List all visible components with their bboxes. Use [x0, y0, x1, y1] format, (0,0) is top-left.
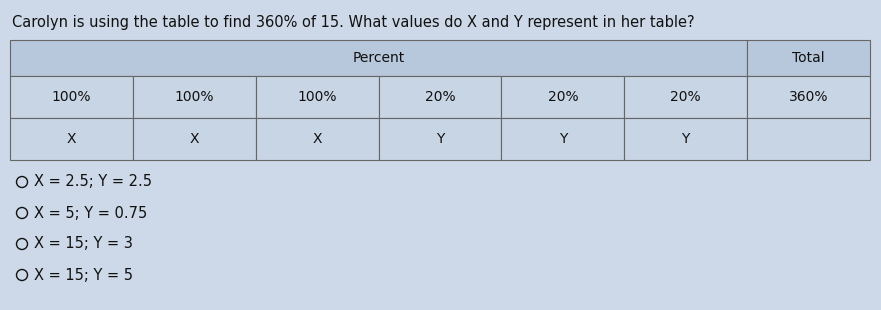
- Bar: [747, 118, 870, 160]
- Bar: [747, 76, 870, 118]
- Bar: [747, 40, 870, 76]
- Text: Percent: Percent: [352, 51, 404, 65]
- Text: 100%: 100%: [298, 90, 337, 104]
- Bar: [10, 76, 133, 118]
- Text: 20%: 20%: [548, 90, 578, 104]
- Text: 20%: 20%: [670, 90, 701, 104]
- Bar: [10, 118, 133, 160]
- Text: X = 2.5; Y = 2.5: X = 2.5; Y = 2.5: [33, 175, 152, 189]
- Text: Y: Y: [436, 132, 444, 146]
- Bar: [255, 118, 379, 160]
- Bar: [255, 76, 379, 118]
- Text: X: X: [189, 132, 199, 146]
- Bar: [625, 76, 747, 118]
- Text: X = 15; Y = 3: X = 15; Y = 3: [33, 237, 132, 251]
- Text: 100%: 100%: [174, 90, 214, 104]
- Text: X: X: [67, 132, 76, 146]
- Text: 100%: 100%: [52, 90, 91, 104]
- Text: 20%: 20%: [425, 90, 455, 104]
- Text: Carolyn is using the table to find 360% of 15. What values do X and Y represent : Carolyn is using the table to find 360% …: [12, 15, 694, 30]
- Bar: [133, 76, 255, 118]
- Bar: [133, 118, 255, 160]
- Bar: [501, 118, 625, 160]
- Text: X: X: [313, 132, 322, 146]
- Bar: [10, 40, 747, 76]
- Bar: [625, 118, 747, 160]
- Text: X = 5; Y = 0.75: X = 5; Y = 0.75: [33, 206, 147, 220]
- Text: Y: Y: [682, 132, 690, 146]
- Text: Total: Total: [792, 51, 825, 65]
- Bar: [501, 76, 625, 118]
- Bar: [379, 118, 501, 160]
- Text: X = 15; Y = 5: X = 15; Y = 5: [33, 268, 132, 282]
- Bar: [379, 76, 501, 118]
- Text: 360%: 360%: [788, 90, 828, 104]
- Text: Y: Y: [559, 132, 567, 146]
